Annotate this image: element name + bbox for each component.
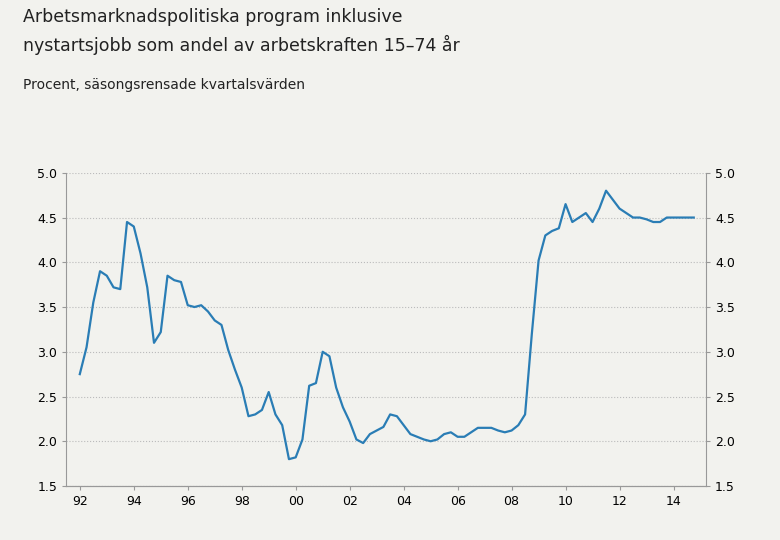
Text: nystartsjobb som andel av arbetskraften 15–74 år: nystartsjobb som andel av arbetskraften … [23, 35, 460, 55]
Text: Procent, säsongsrensade kvartalsvärden: Procent, säsongsrensade kvartalsvärden [23, 78, 306, 92]
Text: Arbetsmarknadspolitiska program inklusive: Arbetsmarknadspolitiska program inklusiv… [23, 8, 403, 26]
